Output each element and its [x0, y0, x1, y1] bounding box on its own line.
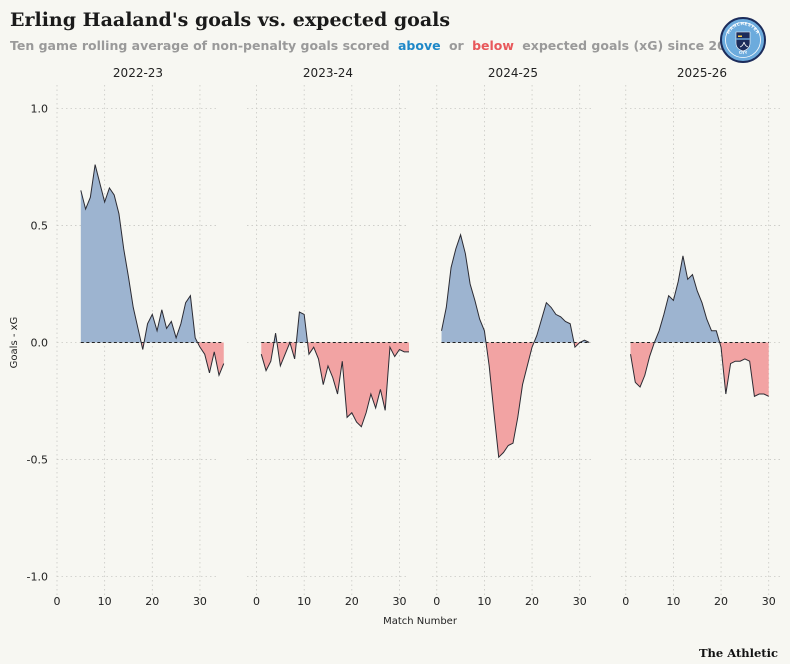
x-tick-label: 20 [525, 595, 539, 608]
panel-title: 2023-24 [303, 66, 353, 80]
crest-bottom-text: CITY [738, 50, 748, 55]
x-tick-label: 20 [714, 595, 728, 608]
y-tick-label: 0.0 [31, 337, 49, 350]
chart-title: Erling Haaland's goals vs. expected goal… [10, 9, 451, 31]
x-tick-label: 30 [392, 595, 406, 608]
chart-labels: 1.0 0.5 0.0 -0.5 -1.0 Goals - xG Match Number 2… [9, 66, 776, 627]
panel-title: 2024-25 [488, 66, 538, 80]
subtitle-or: or [448, 38, 464, 53]
area-below-xg [630, 342, 655, 387]
series-line [260, 311, 409, 428]
panel-title: 2022-23 [113, 66, 163, 80]
series-line [630, 255, 769, 398]
panel-title: 2025-26 [677, 66, 727, 80]
area-below-xg [276, 342, 290, 366]
series-line [80, 164, 225, 377]
y-tick-label: 1.0 [31, 102, 49, 115]
y-tick-label: -1.0 [27, 571, 48, 584]
area-below-xg [197, 342, 224, 376]
y-tick-label: 0.5 [31, 219, 49, 232]
series-lines [80, 164, 769, 459]
area-below-xg [719, 342, 769, 397]
subtitle-above-label: above [397, 38, 441, 53]
y-axis-label: Goals - xG [9, 317, 20, 369]
x-tick-label: 10 [297, 595, 311, 608]
area-above-xg [80, 164, 142, 343]
area-below-xg [486, 342, 534, 458]
chart-subtitle: Ten game rolling average of non-penalty … [10, 38, 770, 53]
manchester-city-crest-icon: MANCHESTER CITY [720, 17, 766, 63]
area-above-xg [579, 340, 590, 343]
svg-text:CITY: CITY [738, 50, 748, 55]
x-tick-label: 20 [345, 595, 359, 608]
series-line [441, 233, 590, 459]
area-layer [80, 164, 769, 458]
x-tick-label: 30 [762, 595, 776, 608]
x-tick-label: 20 [145, 595, 159, 608]
area-below-xg [307, 342, 409, 427]
subtitle-intro: Ten game rolling average of non-penalty … [10, 38, 390, 53]
publisher-logo: The Athletic [698, 646, 778, 660]
x-axis-label: Match Number [383, 616, 458, 627]
x-tick-label: 30 [193, 595, 207, 608]
x-tick-label: 0 [622, 595, 629, 608]
x-tick-label: 0 [433, 595, 440, 608]
x-tick-label: 0 [253, 595, 260, 608]
x-tick-label: 10 [98, 595, 112, 608]
x-tick-label: 10 [666, 595, 680, 608]
x-tick-label: 10 [477, 595, 491, 608]
area-above-xg [654, 255, 720, 343]
x-tick-label: 0 [54, 595, 61, 608]
area-above-xg [144, 295, 198, 343]
subtitle-below-label: below [472, 38, 514, 53]
subtitle-outro: expected goals (xG) since 2022-23 [522, 38, 766, 53]
x-tick-label: 30 [573, 595, 587, 608]
y-tick-label: -0.5 [27, 454, 48, 467]
